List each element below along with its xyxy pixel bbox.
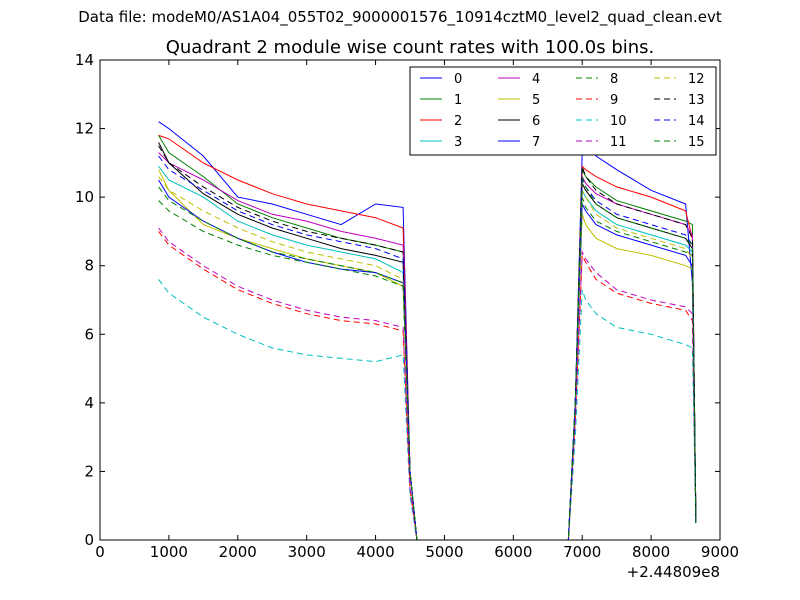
y-tick-label: 12	[75, 120, 94, 138]
x-tick-label: 9000	[701, 543, 739, 561]
legend-label-10: 10	[610, 114, 627, 129]
legend-label-8: 8	[610, 72, 618, 87]
series-line-9	[158, 231, 697, 540]
legend-label-9: 9	[610, 93, 618, 108]
legend-label-0: 0	[454, 72, 462, 87]
y-tick-label: 2	[84, 462, 94, 480]
series-line-11	[158, 227, 697, 540]
legend-label-11: 11	[610, 135, 627, 150]
legend-label-13: 13	[688, 93, 705, 108]
legend-label-6: 6	[532, 114, 540, 129]
y-tick-label: 4	[84, 394, 94, 412]
series-line-2	[158, 134, 697, 540]
x-tick-label: 2000	[219, 543, 257, 561]
plot-frame	[99, 59, 721, 541]
legend-label-14: 14	[688, 114, 705, 129]
series-line-8	[158, 196, 697, 540]
x-tick-label: 6000	[494, 543, 532, 561]
legend-label-15: 15	[688, 135, 705, 150]
series-line-14	[158, 155, 697, 540]
series-line-7	[158, 179, 697, 540]
series-line-5	[158, 169, 697, 540]
y-tick-label: 14	[75, 51, 94, 69]
y-tick-label: 0	[84, 531, 94, 549]
legend-label-12: 12	[688, 72, 705, 87]
data-file-title: Data file: modeM0/AS1A04_055T02_90000015…	[78, 8, 722, 26]
series-line-1	[158, 135, 697, 540]
series-line-15	[158, 176, 697, 540]
y-tick-label: 10	[75, 188, 94, 206]
series-line-10	[158, 279, 697, 540]
legend-box	[409, 66, 717, 156]
legend-label-4: 4	[532, 72, 540, 87]
series-line-0	[158, 121, 697, 540]
legend-label-7: 7	[532, 135, 540, 150]
x-offset-label: +2.44809e8	[627, 563, 720, 581]
series-line-6	[158, 142, 697, 540]
y-tick-label: 8	[84, 257, 94, 275]
series-line-3	[158, 165, 697, 540]
x-tick-label: 0	[95, 543, 105, 561]
series-line-4	[158, 152, 697, 540]
x-tick-label: 4000	[356, 543, 394, 561]
x-tick-label: 7000	[563, 543, 601, 561]
legend-label-2: 2	[454, 114, 462, 129]
x-tick-label: 3000	[288, 543, 326, 561]
series-line-12	[158, 176, 697, 540]
legend-label-1: 1	[454, 93, 462, 108]
x-tick-label: 8000	[632, 543, 670, 561]
y-tick-label: 6	[84, 325, 94, 343]
x-tick-label: 1000	[150, 543, 188, 561]
legend-label-3: 3	[454, 135, 462, 150]
legend-label-5: 5	[532, 93, 540, 108]
x-tick-label: 5000	[425, 543, 463, 561]
chart-title: Quadrant 2 module wise count rates with …	[166, 37, 655, 58]
series-line-13	[158, 145, 697, 540]
